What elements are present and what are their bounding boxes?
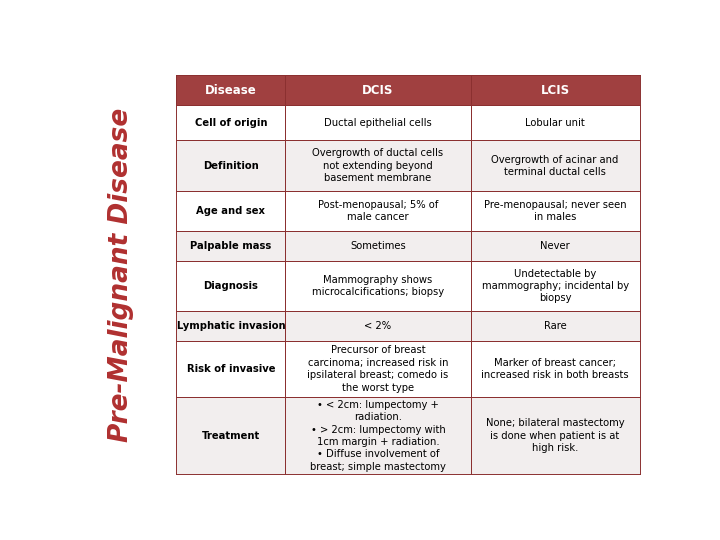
Text: LCIS: LCIS: [541, 84, 570, 97]
Bar: [285, 311, 471, 341]
Text: Overgrowth of acinar and
terminal ductal cells: Overgrowth of acinar and terminal ductal…: [492, 154, 618, 177]
Text: Undetectable by
mammography; incidental by
biopsy: Undetectable by mammography; incidental …: [482, 268, 629, 303]
Text: Overgrowth of ductal cells
not extending beyond
basement membrane: Overgrowth of ductal cells not extending…: [312, 148, 444, 183]
Text: Ductal epithelial cells: Ductal epithelial cells: [324, 118, 432, 127]
Bar: [285, 140, 471, 191]
Bar: [176, 261, 285, 311]
Bar: [471, 231, 639, 261]
Text: DCIS: DCIS: [362, 84, 394, 97]
Bar: [176, 397, 285, 474]
Bar: [471, 397, 639, 474]
Text: Pre-menopausal; never seen
in males: Pre-menopausal; never seen in males: [484, 200, 626, 222]
Bar: [471, 191, 639, 231]
Text: Rare: Rare: [544, 321, 567, 331]
Text: Never: Never: [540, 241, 570, 251]
Text: Marker of breast cancer;
increased risk in both breasts: Marker of breast cancer; increased risk …: [481, 358, 629, 380]
Text: Palpable mass: Palpable mass: [190, 241, 271, 251]
Bar: [285, 341, 471, 397]
Text: Sometimes: Sometimes: [350, 241, 406, 251]
Bar: [285, 75, 471, 105]
Text: Precursor of breast
carcinoma; increased risk in
ipsilateral breast; comedo is
t: Precursor of breast carcinoma; increased…: [307, 346, 449, 393]
Bar: [471, 311, 639, 341]
Bar: [471, 75, 639, 105]
Bar: [176, 105, 285, 140]
Text: Age and sex: Age and sex: [197, 206, 266, 216]
Bar: [285, 105, 471, 140]
Text: Post-menopausal; 5% of
male cancer: Post-menopausal; 5% of male cancer: [318, 200, 438, 222]
Text: Risk of invasive: Risk of invasive: [186, 364, 275, 374]
Bar: [176, 75, 285, 105]
Text: Lobular unit: Lobular unit: [525, 118, 585, 127]
Bar: [471, 261, 639, 311]
Bar: [285, 231, 471, 261]
Bar: [176, 311, 285, 341]
Text: Lymphatic invasion: Lymphatic invasion: [176, 321, 285, 331]
Text: Cell of origin: Cell of origin: [194, 118, 267, 127]
Text: Mammography shows
microcalcifications; biopsy: Mammography shows microcalcifications; b…: [312, 275, 444, 297]
Bar: [471, 105, 639, 140]
Bar: [176, 231, 285, 261]
Bar: [471, 341, 639, 397]
Bar: [285, 261, 471, 311]
Text: Disease: Disease: [205, 84, 257, 97]
Bar: [176, 341, 285, 397]
Text: Pre-Malignant Disease: Pre-Malignant Disease: [108, 107, 134, 442]
Text: Diagnosis: Diagnosis: [204, 281, 258, 291]
Bar: [471, 140, 639, 191]
Text: Treatment: Treatment: [202, 431, 260, 441]
Text: Definition: Definition: [203, 161, 258, 171]
Bar: [176, 191, 285, 231]
Text: < 2%: < 2%: [364, 321, 392, 331]
Bar: [176, 140, 285, 191]
Text: • < 2cm: lumpectomy +
radiation.
• > 2cm: lumpectomy with
1cm margin + radiation: • < 2cm: lumpectomy + radiation. • > 2cm…: [310, 400, 446, 472]
Bar: [285, 191, 471, 231]
Text: None; bilateral mastectomy
is done when patient is at
high risk.: None; bilateral mastectomy is done when …: [486, 418, 624, 453]
Bar: [285, 397, 471, 474]
